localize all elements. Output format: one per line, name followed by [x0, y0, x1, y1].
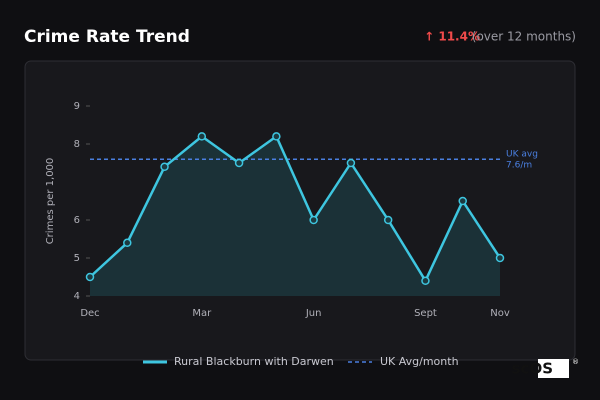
- y-tick-label: 6: [74, 215, 80, 226]
- y-axis-label: Crimes per 1,000: [45, 158, 56, 245]
- x-tick-label: Mar: [192, 308, 212, 319]
- x-tick-label: Sept: [414, 308, 437, 319]
- area: [90, 136, 500, 296]
- legend-label: UK Avg/month: [380, 355, 459, 368]
- y-tick-label: 8: [74, 139, 80, 150]
- point: [458, 196, 467, 206]
- point: [160, 162, 169, 172]
- change-value: ↑ 11.4%: [424, 30, 480, 44]
- point: [234, 158, 244, 168]
- brand-mark: ®: [572, 358, 579, 366]
- point: [421, 276, 430, 286]
- x-tick-label: Nov: [490, 308, 510, 319]
- change-note: (over 12 months): [472, 30, 576, 44]
- line: [89, 135, 502, 283]
- y-tick-label: 4: [74, 291, 80, 302]
- brand: scOS: [512, 360, 553, 378]
- reference-label: 7.6/m: [506, 161, 532, 171]
- point: [123, 238, 132, 248]
- point: [85, 272, 95, 282]
- point: [197, 132, 207, 141]
- point: [346, 158, 356, 168]
- x-tick-label: Dec: [80, 308, 99, 319]
- point: [383, 215, 393, 225]
- y-tick-label: 9: [74, 101, 80, 112]
- chart-title: Crime Rate Trend: [24, 27, 190, 47]
- x-tick-label: Jun: [305, 308, 322, 319]
- legend-label: Rural Blackburn with Darwen: [174, 355, 334, 368]
- reference-label: UK avg: [506, 150, 538, 160]
- point: [309, 215, 318, 225]
- point: [272, 132, 281, 141]
- y-tick-label: 5: [74, 253, 80, 264]
- brand-box: [538, 359, 569, 378]
- point: [495, 253, 505, 263]
